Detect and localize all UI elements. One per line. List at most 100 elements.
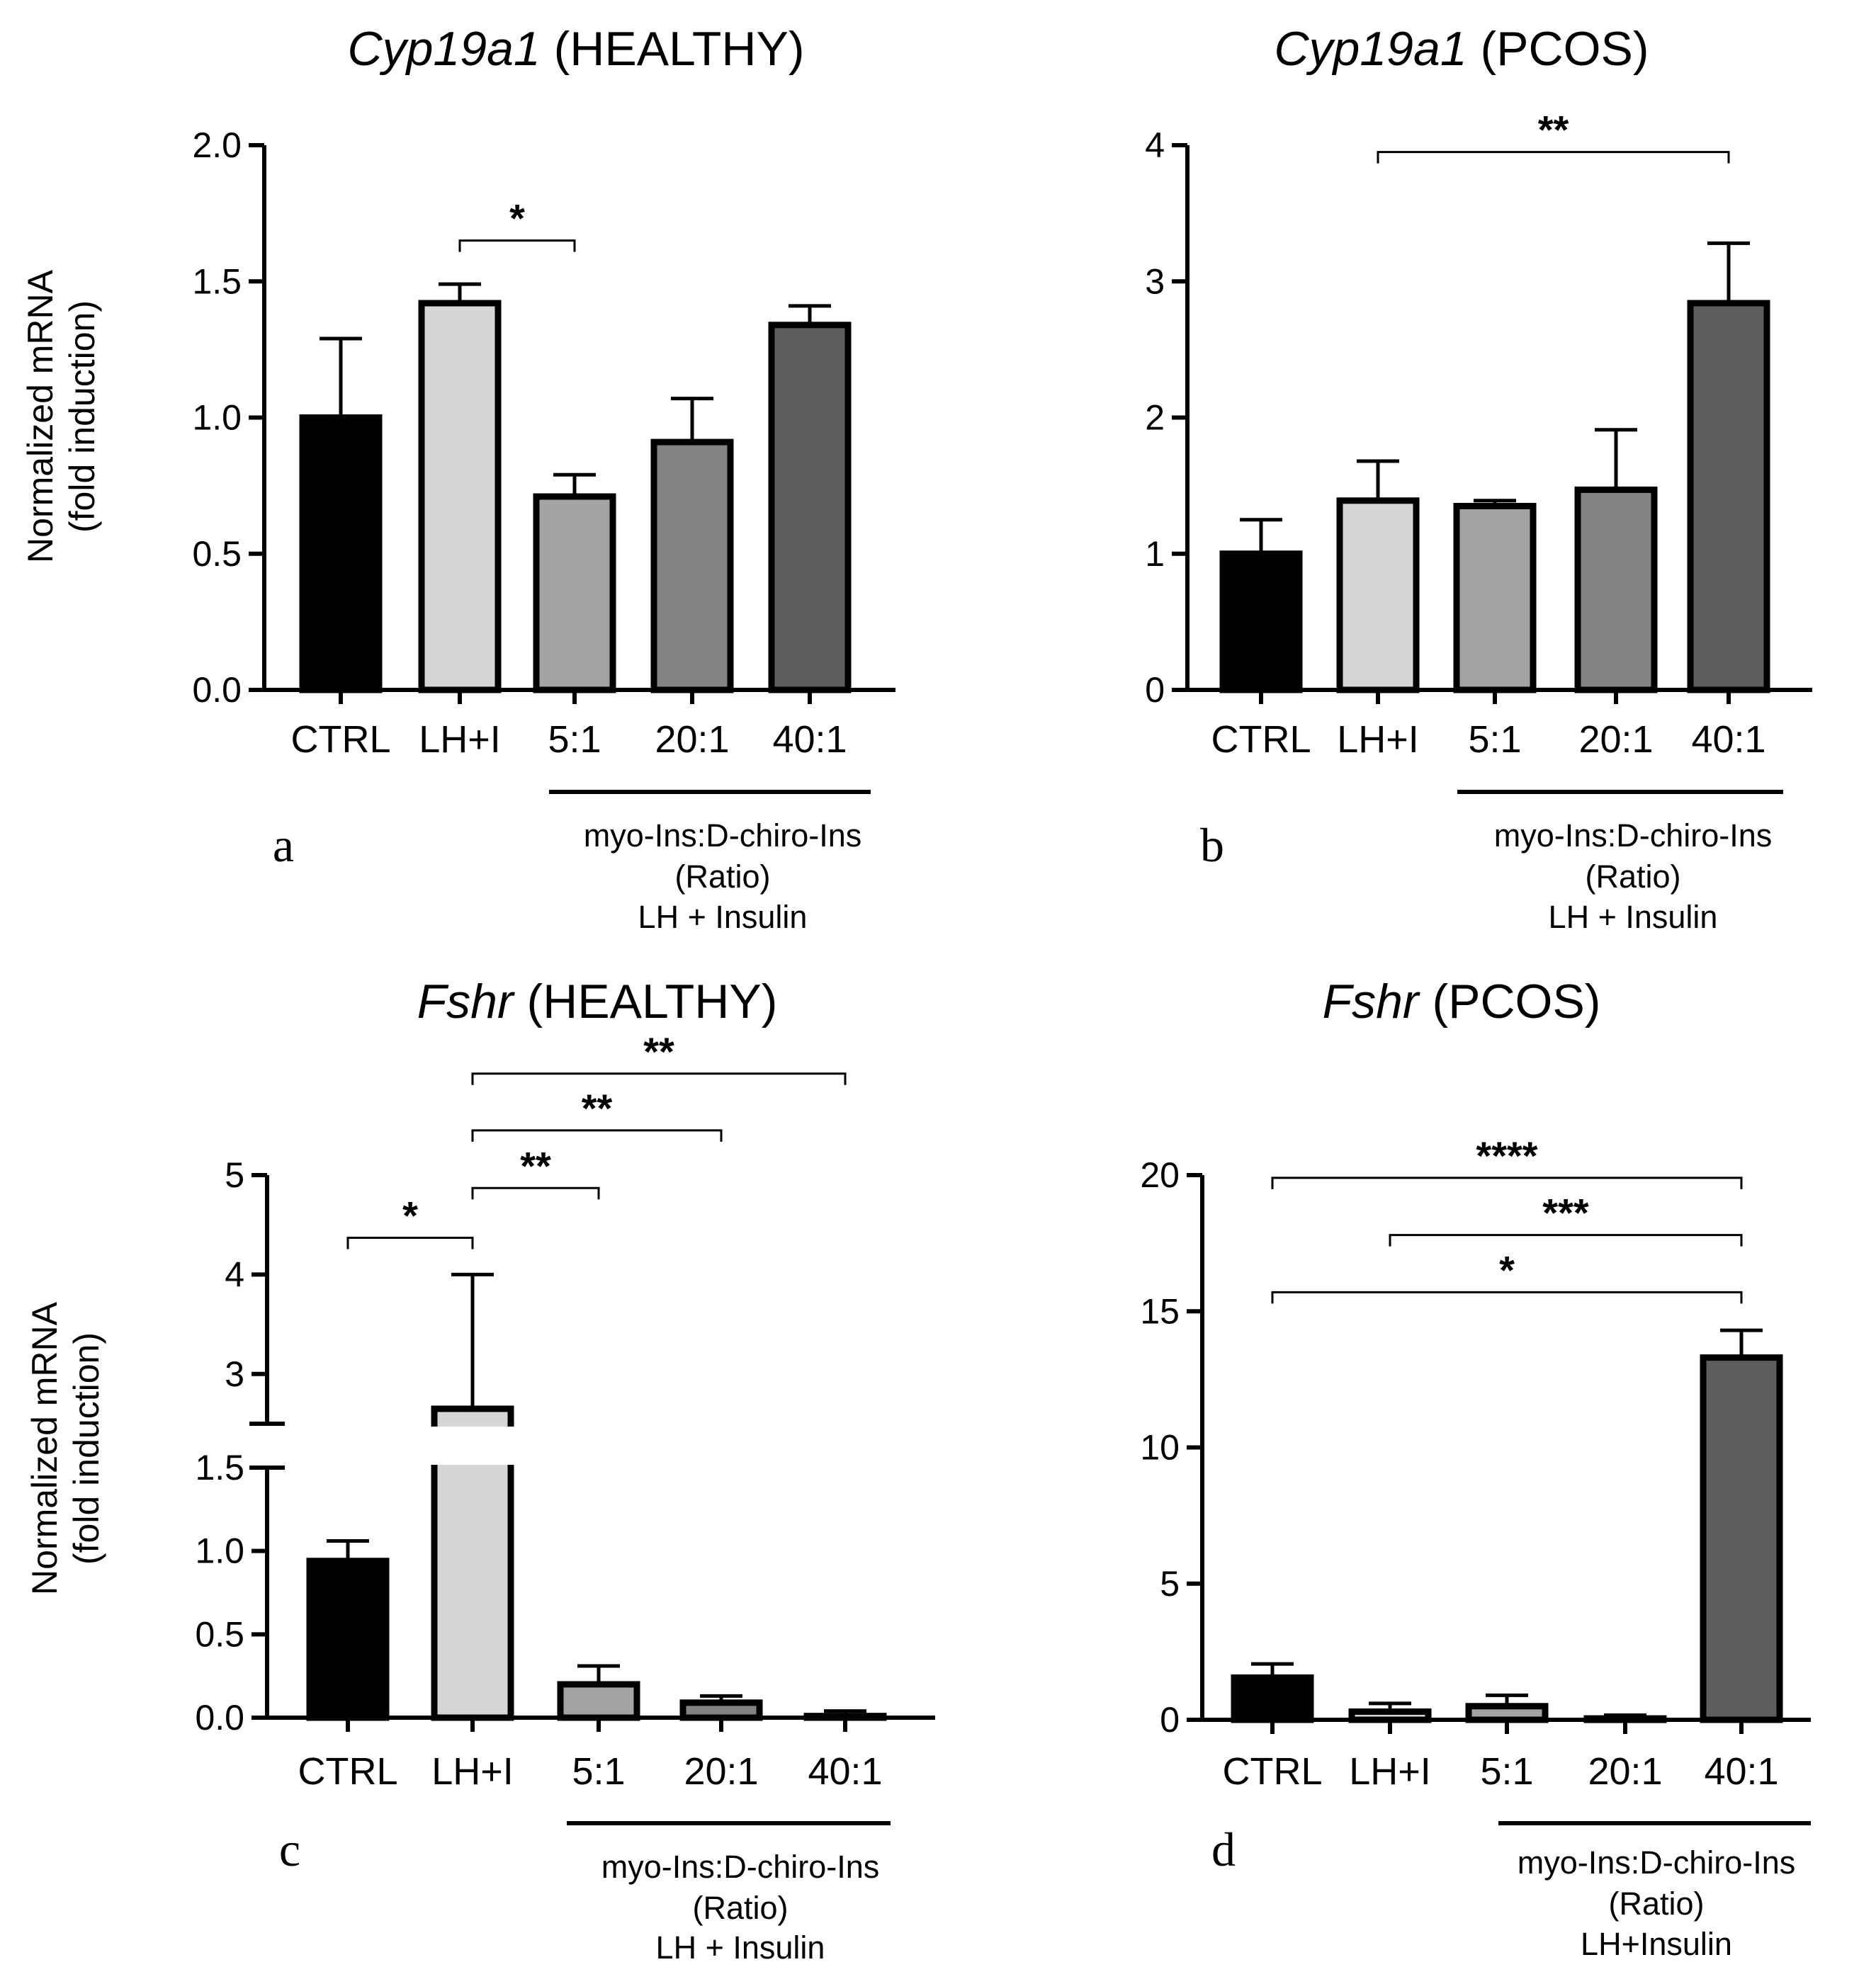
x-tick-label: 5:1 — [572, 1750, 625, 1793]
bar-LH+I — [1336, 497, 1420, 693]
x-tick-label: CTRL — [290, 718, 390, 761]
y-tick-label: 0.0 — [195, 1698, 244, 1738]
chart-title-gene: Cyp19a1 — [348, 22, 541, 76]
chart-title-condition: (HEALTHY) — [514, 975, 778, 1028]
significance-label: ** — [643, 1029, 674, 1074]
group-label-line2: (Ratio) — [674, 858, 770, 895]
chart-title-condition: (HEALTHY) — [541, 22, 805, 76]
y-tick-label: 20 — [1140, 1155, 1180, 1195]
y-axis-label-line1: Normalized mRNA — [21, 269, 60, 563]
y-tick-label: 2.0 — [192, 125, 242, 165]
bar-40:1 — [1687, 300, 1770, 693]
significance-label: * — [402, 1193, 418, 1237]
bar-5:1 — [557, 1681, 640, 1721]
y-tick-label: 4 — [225, 1254, 244, 1294]
bar-CTRL — [1231, 1674, 1314, 1723]
chart-title: Fshr (PCOS) — [1323, 975, 1601, 1028]
y-tick-label: 1.0 — [195, 1531, 244, 1571]
group-label-line1: myo-Ins:D-chiro-Ins — [584, 817, 862, 854]
x-tick-label: 20:1 — [1588, 1750, 1662, 1793]
bar-CTRL — [299, 414, 383, 693]
bar-40:1 — [1700, 1354, 1783, 1723]
x-tick-label: LH+I — [431, 1750, 514, 1793]
y-tick-label: 0.5 — [195, 1614, 244, 1654]
group-label-line3: LH + Insulin — [1549, 899, 1718, 935]
group-label-line3: LH + Insulin — [638, 899, 808, 935]
bar-CTRL — [306, 1558, 390, 1721]
panel-letter: d — [1211, 1823, 1236, 1876]
significance-label: * — [1499, 1247, 1515, 1292]
y-tick-label: 1 — [1145, 534, 1165, 574]
significance-label: ** — [1538, 108, 1569, 152]
x-tick-label: CTRL — [1211, 718, 1311, 761]
chart-title-gene: Cyp19a1 — [1274, 22, 1467, 76]
y-tick-label: 1.5 — [192, 261, 242, 301]
panel-a: Cyp19a1 (HEALTHY) Normalized mRNA (fold in… — [21, 22, 895, 935]
y-tick-label: 3 — [225, 1354, 244, 1394]
bar-5:1 — [1453, 502, 1537, 693]
y-tick-label: 0.0 — [192, 670, 242, 710]
y-tick-label: 2 — [1145, 398, 1165, 438]
bar-20:1 — [679, 1699, 763, 1721]
bar-40:1 — [768, 322, 852, 693]
group-label-line2: (Ratio) — [1585, 858, 1680, 895]
group-label-line3: LH+Insulin — [1581, 1926, 1732, 1962]
x-tick-label: 40:1 — [808, 1750, 882, 1793]
significance-bracket — [1389, 1234, 1743, 1247]
x-tick-label: CTRL — [298, 1750, 397, 1793]
significance-bracket — [458, 239, 576, 252]
significance-bracket — [1271, 1177, 1743, 1189]
y-tick-label: 1.5 — [195, 1448, 244, 1487]
y-tick-label: 5 — [225, 1155, 244, 1195]
significance-label: *** — [1542, 1191, 1589, 1235]
y-tick-label: 10 — [1140, 1428, 1180, 1468]
significance-label: * — [509, 196, 525, 241]
chart-title-gene: Fshr — [417, 975, 515, 1028]
significance-bracket — [471, 1129, 723, 1142]
x-tick-label: 40:1 — [772, 718, 847, 761]
chart-title: Cyp19a1 (HEALTHY) — [348, 22, 805, 76]
y-axis-label-line2: (fold induction) — [62, 300, 102, 533]
chart-title-gene: Fshr — [1323, 975, 1420, 1028]
significance-bracket — [471, 1072, 847, 1085]
x-tick-label: LH+I — [419, 718, 501, 761]
x-tick-label: CTRL — [1222, 1750, 1322, 1793]
y-axis-label-line1: Normalized mRNA — [25, 1301, 64, 1595]
significance-bracket — [1271, 1291, 1743, 1304]
y-tick-label: 0 — [1160, 1700, 1180, 1740]
x-tick-label: 20:1 — [1578, 718, 1653, 761]
y-tick-label: 15 — [1140, 1291, 1180, 1331]
x-tick-label: 20:1 — [655, 718, 729, 761]
y-axis-label-line2: (fold induction) — [67, 1332, 106, 1565]
significance-bracket — [346, 1236, 474, 1249]
significance-label: ** — [520, 1143, 551, 1188]
x-tick-label: 40:1 — [1691, 718, 1765, 761]
significance-bracket — [1377, 151, 1730, 164]
group-label-line2: (Ratio) — [692, 1890, 788, 1926]
panel-b: Cyp19a1 (PCOS) 0 1 2 3 4 CTRL LH+I 5:1 20:1 40:1 my… — [1145, 22, 1812, 935]
y-tick-label: 5 — [1160, 1564, 1180, 1604]
bar-LH+I — [418, 300, 502, 693]
x-tick-label: 5:1 — [548, 718, 601, 761]
x-tick-label: 20:1 — [684, 1750, 758, 1793]
chart-title: Fshr (HEALTHY) — [417, 975, 778, 1028]
y-tick-label: 0.5 — [192, 534, 242, 574]
bar-20:1 — [1574, 486, 1658, 693]
group-label-line2: (Ratio) — [1608, 1886, 1704, 1922]
y-tick-label: 3 — [1145, 261, 1165, 301]
chart-title-condition: (PCOS) — [1419, 975, 1601, 1028]
x-tick-label: LH+I — [1337, 718, 1419, 761]
bar-5:1 — [533, 493, 616, 693]
panel-d: Fshr (PCOS) 0 5 10 15 20 CTRL LH+I 5:1 20:1 40:1 my… — [1140, 975, 1811, 1962]
chart-title: Cyp19a1 (PCOS) — [1274, 22, 1649, 76]
group-label-line1: myo-Ins:D-chiro-Ins — [601, 1849, 880, 1885]
group-label-line3: LH + Insulin — [656, 1929, 825, 1966]
panel-letter: a — [273, 818, 294, 872]
panel-letter: c — [279, 1823, 300, 1876]
bar-CTRL — [1219, 550, 1303, 693]
y-tick-label: 0 — [1145, 670, 1165, 710]
panel-letter: b — [1200, 818, 1224, 872]
x-tick-label: 40:1 — [1704, 1750, 1778, 1793]
y-tick-label: 1.0 — [192, 398, 242, 438]
